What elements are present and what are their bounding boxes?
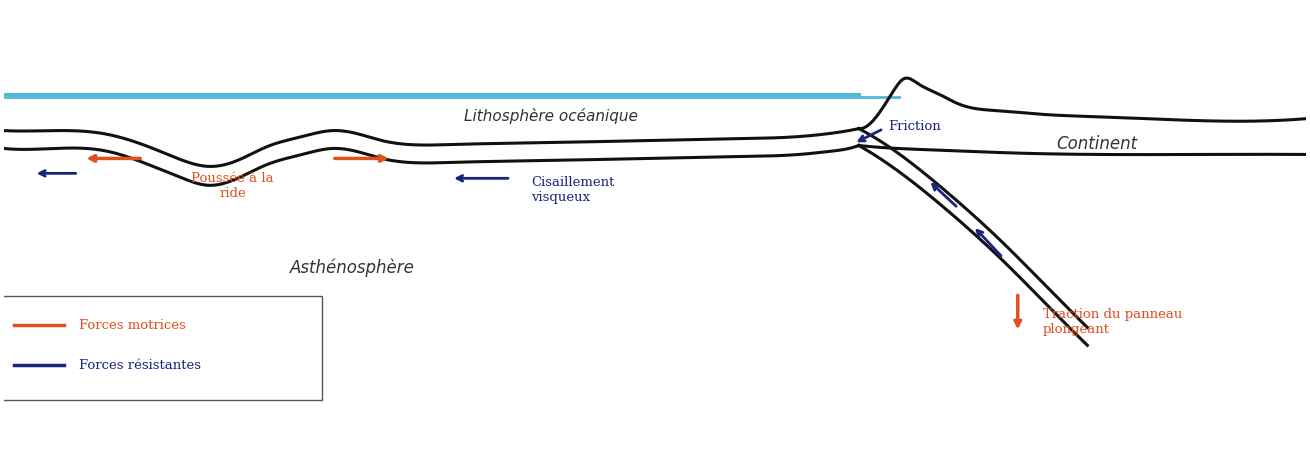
Text: Friction: Friction — [888, 120, 942, 133]
Text: Asthénosphère: Asthénosphère — [290, 258, 414, 277]
FancyBboxPatch shape — [0, 295, 322, 400]
Text: Traction du panneau
plongeant: Traction du panneau plongeant — [1043, 308, 1182, 337]
Text: Lithosphère océanique: Lithosphère océanique — [464, 108, 638, 124]
Text: Continent: Continent — [1057, 135, 1138, 153]
Text: Cisaillement
visqueux: Cisaillement visqueux — [531, 176, 614, 204]
Text: Poussée à la
ride: Poussée à la ride — [191, 172, 274, 200]
Text: Forces résistantes: Forces résistantes — [79, 359, 200, 372]
Text: Forces motrices: Forces motrices — [79, 319, 185, 332]
